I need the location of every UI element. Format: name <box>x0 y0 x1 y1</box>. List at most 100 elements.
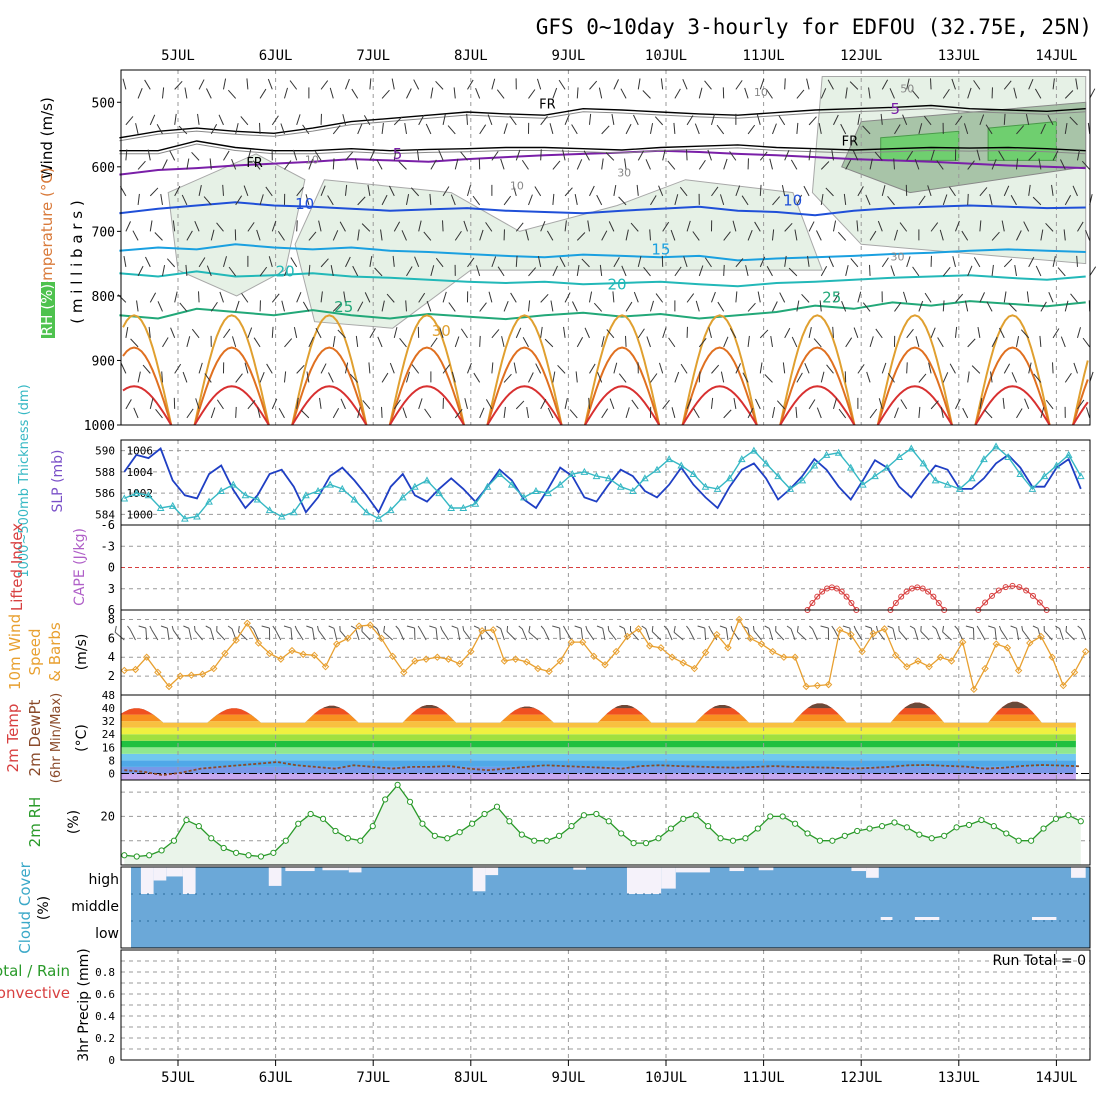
wind-barb <box>235 406 237 418</box>
wind-barb <box>198 291 200 303</box>
wind10-barb <box>753 630 762 641</box>
wind-barb <box>667 160 676 170</box>
rh2m-point <box>916 831 923 838</box>
wind10-barb-flag <box>954 625 959 630</box>
wind-barb <box>694 123 700 135</box>
wind-barb <box>179 302 188 312</box>
surface-isotherm-30 <box>193 314 270 426</box>
wind-barb <box>406 266 413 277</box>
wind-barb <box>759 256 766 268</box>
lifted-index-panel: -6 -3 0 3 6 <box>101 518 1091 617</box>
wind-barb <box>962 407 969 419</box>
wind10-point <box>824 680 833 689</box>
wind10-point <box>221 649 229 658</box>
wind-barb <box>345 256 351 268</box>
wind10-barb-flag <box>238 625 240 632</box>
rh2m-point <box>866 825 873 832</box>
wind-barb <box>479 302 487 312</box>
wind-barb <box>1052 78 1055 90</box>
wind-barb <box>662 327 667 339</box>
wind-barb <box>1045 399 1054 410</box>
wind-barb <box>881 362 887 374</box>
wind-barb <box>306 371 310 383</box>
wind-barb <box>574 194 578 205</box>
wind-barb <box>402 407 407 419</box>
thickness-point <box>762 459 770 467</box>
wind10-barb <box>1000 629 1008 641</box>
wind-barb <box>649 300 654 312</box>
wind-barb <box>467 257 475 268</box>
wind-barb <box>430 87 434 99</box>
isotherm-label: 20 <box>276 263 295 281</box>
high-cloud-gap <box>166 867 183 877</box>
wind-barb <box>320 363 327 374</box>
wind-barb <box>650 373 658 383</box>
wind-barb <box>671 407 676 419</box>
wind-barb <box>658 362 664 374</box>
wind-barb <box>155 409 163 419</box>
rh2m-point <box>121 852 128 859</box>
wind-barb <box>608 221 615 232</box>
thickness-tick-label: 586 <box>95 487 115 500</box>
wind-barb <box>918 373 927 383</box>
thickness-tick-label: 584 <box>95 508 115 521</box>
wind-barb <box>674 266 682 277</box>
wind10-barb-flag <box>596 625 603 629</box>
wind-barb <box>771 229 775 241</box>
wind-barb <box>1038 158 1042 170</box>
wind-barb <box>583 150 590 161</box>
wind10-point <box>545 667 553 676</box>
wind-barb <box>986 301 993 312</box>
thickness-point <box>423 476 431 484</box>
freezing-level <box>119 140 1086 152</box>
wind-barb <box>552 160 561 170</box>
wind-barb <box>305 194 310 206</box>
wind-barb <box>915 336 920 348</box>
li-point <box>1029 592 1036 599</box>
wind10-barb-flag <box>171 625 174 631</box>
freezing-level <box>119 104 1086 139</box>
rh-contour-label: 30 <box>890 250 904 263</box>
thickness-point <box>641 474 649 482</box>
thickness-point <box>483 482 492 490</box>
thickness-point <box>265 506 274 514</box>
li-bump <box>890 586 945 611</box>
thickness-point <box>338 484 347 492</box>
rh2m-point <box>779 813 786 820</box>
high-cloud-gap <box>729 867 745 872</box>
wind10-point <box>836 626 844 634</box>
wind10-point <box>131 665 140 674</box>
surface-isotherm-40 <box>388 385 465 426</box>
wind-barb <box>796 89 805 99</box>
rh2m-point <box>804 830 811 837</box>
rh2m-point <box>183 816 190 824</box>
wind-barb <box>832 398 837 410</box>
wind-barb <box>900 399 908 410</box>
wind-barb <box>515 222 524 232</box>
wind10-point <box>959 638 967 646</box>
wind-barb <box>281 300 285 312</box>
wind-barb <box>466 113 468 125</box>
wind-barb <box>1008 303 1017 312</box>
thickness-point <box>1052 461 1061 469</box>
wind-barb <box>729 328 737 339</box>
wind-barb <box>513 362 517 374</box>
temp-band <box>121 701 1076 709</box>
rh2m-point <box>170 837 178 844</box>
wind-barb <box>125 116 134 126</box>
wind-barb <box>485 222 493 232</box>
high-cloud-gap <box>182 867 196 894</box>
wind-barb <box>1075 78 1078 90</box>
wind10-point <box>1037 632 1045 641</box>
wind-barb <box>796 372 803 383</box>
thickness-point <box>193 512 201 520</box>
wind-barb <box>569 409 578 419</box>
wind-barb <box>599 264 603 276</box>
wind-barb <box>979 220 982 232</box>
high-cloud-gap <box>268 867 282 886</box>
wind10-point <box>411 657 419 665</box>
thickness-point <box>398 493 407 501</box>
wind-barb <box>833 114 839 126</box>
wind-barb <box>503 195 512 206</box>
